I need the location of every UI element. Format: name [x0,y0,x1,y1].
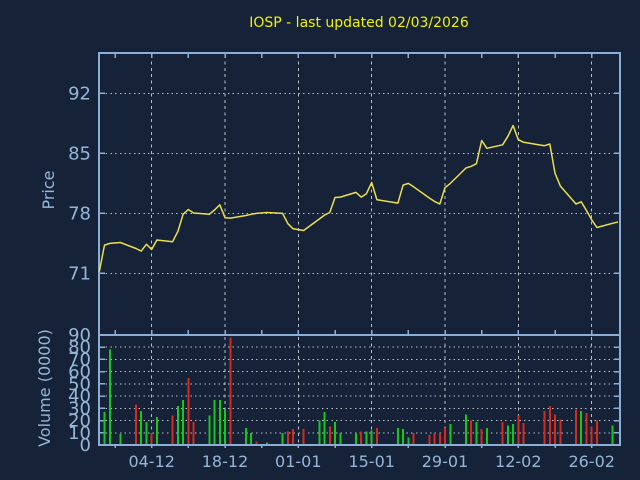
volume-bar [480,429,483,444]
volume-bar [412,432,415,444]
volume-axis-title: Volume (0000) [35,329,54,447]
volume-bar [575,409,577,444]
date-axis-tick-label: 04-12 [128,452,175,471]
volume-bar [286,431,289,444]
volume-bar [135,404,137,444]
volume-bar [292,429,295,444]
volume-bar [265,442,268,444]
volume-bar [501,421,504,444]
volume-bar [370,430,373,444]
volume-bar [407,437,410,444]
volume-bar [155,416,158,444]
volume-bar [355,432,357,444]
date-axis-tick-label: 18-12 [202,452,249,471]
volume-bar [360,431,363,444]
date-axis-tick-label: 15-01 [348,452,395,471]
volume-bar [281,432,284,444]
volume-bar [595,420,598,444]
volume-bar [365,431,368,444]
volume-bar [171,415,174,444]
price-axis-title: Price [39,170,58,209]
volume-bar [548,405,551,444]
date-axis-tick-label: 01-01 [275,452,322,471]
price-axis-tick-label: 92 [68,83,91,104]
date-axis-tick-label: 29-01 [422,452,469,471]
volume-bar [224,409,226,444]
price-axis-tick-label: 85 [68,143,91,164]
volume-bar [187,377,190,444]
volume-axis-tick-label: 30 [68,398,91,419]
volume-bar [145,421,148,444]
volume-bar [229,337,232,444]
volume-bar [580,410,583,444]
volume-bar [428,435,431,444]
price-plot-border [98,52,621,336]
volume-bar [250,432,253,444]
volume-bar [522,423,525,444]
date-axis-tick-label: 26-02 [568,452,615,471]
volume-bar [323,412,326,444]
volume-bar [590,426,593,444]
volume-bar [208,415,211,444]
volume-bar [334,421,336,444]
volume-axis-tick-label: 60 [68,362,91,383]
volume-bar [402,429,405,444]
volume-bar [470,420,473,444]
volume-bar [585,413,588,444]
volume-bar [438,432,441,444]
volume-bar [176,405,179,444]
volume-bar [150,432,153,444]
volume-bar [444,427,446,444]
volume-plot-border [98,334,621,446]
volume-bar [192,421,195,444]
volume-bar [108,349,111,444]
volume-axis-tick-label: 0 [80,435,91,456]
volume-bar [375,427,378,444]
volume-bar [506,425,509,444]
price-axis-tick-label: 78 [68,203,91,224]
volume-bar [302,429,305,444]
volume-bar [475,421,478,444]
volume-bar [554,414,556,444]
volume-axis-tick-label: 50 [68,374,91,395]
volume-bar [182,399,185,444]
volume-axis-tick-label: 70 [68,349,91,370]
volume-bar [485,427,488,444]
volume-bar [559,419,562,444]
chart-title: IOSP - last updated 02/03/2026 [249,15,469,31]
volume-bar [339,432,342,444]
volume-bar [213,399,216,444]
volume-bar [103,412,106,444]
date-axis-tick-label: 12-02 [495,452,542,471]
volume-bar [318,420,321,444]
volume-bar [140,410,143,444]
volume-bar [449,424,452,444]
volume-bar [255,441,258,444]
volume-bar [433,432,436,444]
volume-bar [465,414,467,444]
volume-bar [517,415,520,444]
price-axis-tick-label: 71 [68,263,91,284]
volume-axis-tick-label: 80 [68,337,91,358]
price-line [98,124,619,272]
volume-axis-tick-label: 10 [68,423,91,444]
volume-axis-tick-label: 40 [68,386,91,407]
volume-bar [245,427,247,444]
volume-bar [328,426,331,444]
volume-bar [119,434,122,444]
volume-bar [611,425,614,444]
volume-bar [218,399,221,444]
volume-axis-tick-label: 90 [68,325,91,346]
volume-bar [396,427,399,444]
volume-axis-tick-label: 20 [68,411,91,432]
volume-bar [543,410,546,444]
volume-bar [512,424,515,444]
